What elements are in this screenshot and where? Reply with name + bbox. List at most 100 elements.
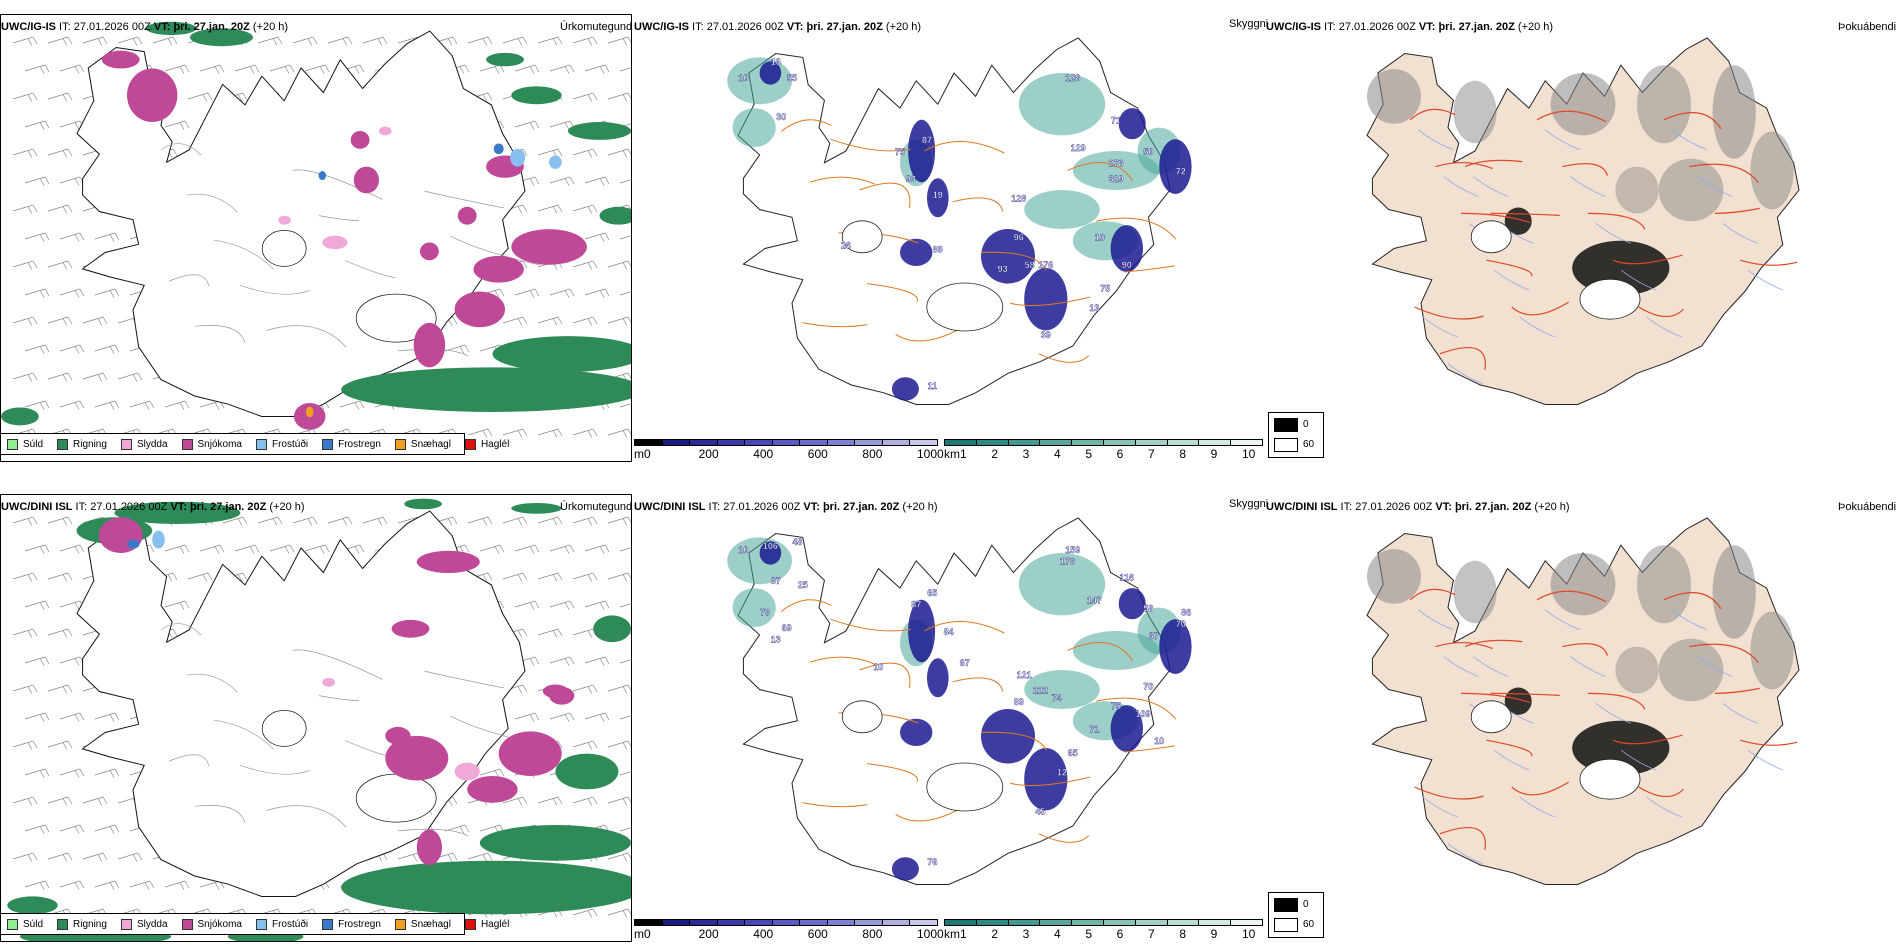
wind-barb <box>607 908 631 918</box>
wind-barb-flag <box>482 854 488 862</box>
low-cloud-area <box>1110 225 1143 272</box>
low-visibility-area <box>1024 190 1100 229</box>
wind-barb-flag <box>587 94 593 102</box>
freezing-rain-area <box>493 143 504 155</box>
wind-barb-flag <box>307 38 313 46</box>
river-line <box>1422 316 1458 338</box>
cloud-height-label: 16 <box>771 57 781 67</box>
road-line <box>859 662 911 689</box>
vt-value: þri. 27.jan. 20Z <box>1438 21 1515 33</box>
fog-index-area <box>1658 638 1724 702</box>
wind-barb-shaft <box>607 92 629 100</box>
colorbar-tick: 3 <box>1022 447 1030 461</box>
road-line <box>1587 212 1646 230</box>
road-line <box>802 322 868 328</box>
fog-index-area <box>1637 65 1691 144</box>
wind-barb <box>537 204 563 214</box>
colorbar-tick: 10 <box>1242 447 1256 461</box>
wind-barb-shaft <box>572 36 594 44</box>
precip-panel-header: UWC/DINI ISL IT: 27.01.2026 00Z VT: þri.… <box>1 501 305 514</box>
wind-barb-flag <box>487 516 493 525</box>
cloud-height-label: 90 <box>1122 260 1132 270</box>
wind-barb-flag <box>97 38 103 46</box>
wind-barb <box>12 148 38 158</box>
iceland-land <box>1366 517 1800 885</box>
fog-index-area <box>1750 131 1794 210</box>
wind-barb-flag <box>102 852 108 861</box>
wind-barb-flag <box>114 880 120 889</box>
river-line <box>1722 223 1758 244</box>
wind-barb <box>572 516 598 526</box>
wind-barb-flag <box>149 400 155 409</box>
wind-barb-shaft <box>47 572 69 580</box>
wind-barb-shaft <box>397 36 419 44</box>
road-line <box>1435 162 1493 170</box>
wind-barb-flag <box>517 430 523 438</box>
river-line <box>1519 796 1555 818</box>
wind-barb-flag <box>32 372 38 381</box>
wind-barb-flag <box>592 572 598 581</box>
wind-barb-flag <box>179 602 185 610</box>
cloud-height-label: 67 <box>1149 631 1159 641</box>
legend-label: Haglél <box>480 438 510 450</box>
road-line <box>1486 259 1533 277</box>
river-line <box>1671 609 1708 631</box>
wind-barb-shaft <box>59 176 81 184</box>
road-line <box>266 325 347 348</box>
wind-barb-flag <box>499 600 505 609</box>
wind-barb-flag <box>62 206 68 214</box>
glacier-outline <box>926 762 1004 812</box>
colorbar-unit: km <box>944 927 960 941</box>
wind-barb <box>584 656 610 666</box>
model-name: UWC/DINI ISL <box>1 501 73 513</box>
cloud-height-label: 96 <box>1014 233 1024 243</box>
colorbar-tick: 200 <box>698 927 719 941</box>
wind-barb-flag <box>132 374 138 382</box>
it-value: 27.01.2026 00Z <box>706 21 784 33</box>
wind-barb-flag <box>67 260 73 269</box>
cloud-height-label: 329 <box>1108 174 1123 184</box>
wind-barb <box>502 316 528 326</box>
wind-barb-flag <box>102 36 108 45</box>
wind-barb-flag <box>67 852 73 861</box>
wind-barb-flag <box>27 318 33 326</box>
wind-barb-shaft <box>584 544 606 552</box>
wind-barb-flag <box>62 686 68 694</box>
wind-barb-flag <box>39 122 45 130</box>
road-line <box>952 677 1004 692</box>
wind-barb <box>549 176 575 186</box>
it-value: 27.01.2026 00Z <box>90 501 168 513</box>
wind-barb-shaft <box>59 768 81 776</box>
low-cloud-area <box>981 229 1035 284</box>
wind-barb-flag <box>102 372 108 381</box>
road-line <box>809 176 876 185</box>
wind-barb-shaft <box>59 712 81 720</box>
wind-barb-flag <box>32 572 38 581</box>
cloud-height-label: 65 <box>927 588 937 598</box>
wind-barb <box>584 544 610 554</box>
wind-barb <box>59 712 85 722</box>
wind-barb <box>12 260 38 270</box>
fog-panel-header: UWC/DINI ISL IT: 27.01.2026 00Z VT: þri.… <box>1266 501 1570 514</box>
wind-barb-flag <box>39 234 45 242</box>
river-line <box>1494 749 1530 771</box>
wind-barb-shaft <box>584 600 606 608</box>
wind-barb <box>47 572 73 582</box>
wind-barb-flag <box>214 546 220 554</box>
snow-area <box>416 550 480 574</box>
colorbar-unit: m <box>634 927 644 941</box>
wind-barb-flag <box>32 148 38 157</box>
wind-barb-flag <box>74 234 80 242</box>
wind-barb-flag <box>499 288 505 297</box>
snow-area <box>416 829 442 866</box>
wind-barb-flag <box>39 882 45 890</box>
road-line <box>1460 692 1531 703</box>
fog-panel-header: UWC/IG-IS IT: 27.01.2026 00Z VT: þri. 27… <box>1266 21 1553 34</box>
cloud-height-label: 10 <box>738 545 748 555</box>
wind-barb-flag <box>39 546 45 554</box>
wind-barb <box>12 516 38 526</box>
river-line <box>1570 176 1606 197</box>
wind-barb-flag <box>627 740 631 747</box>
wind-barb-flag <box>622 318 628 326</box>
wind-barb-shaft <box>199 64 221 72</box>
